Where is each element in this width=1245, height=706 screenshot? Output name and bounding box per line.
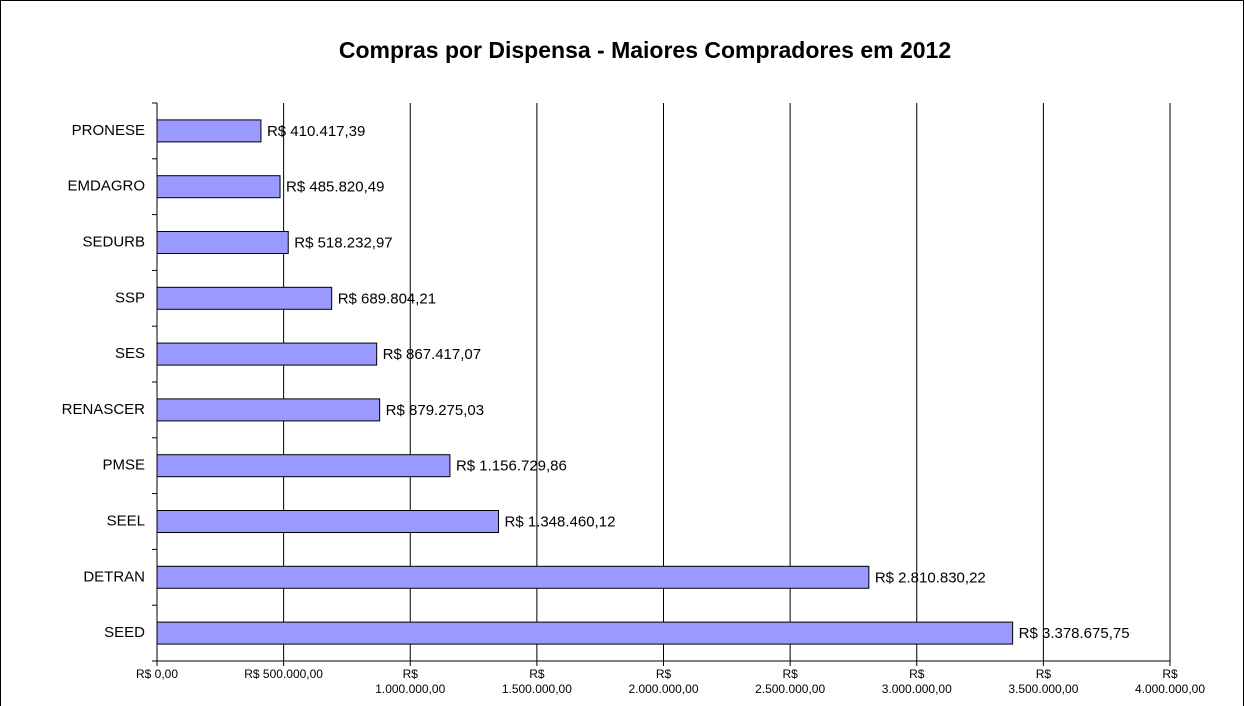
y-tick-label: EMDAGRO <box>67 178 145 195</box>
x-tick-label: R$ 0,00 <box>136 667 178 681</box>
bar <box>156 510 499 533</box>
x-tick-label-line: 2.000.000,00 <box>628 682 698 696</box>
y-tick-label: RENASCER <box>62 401 146 418</box>
value-label: R$ 2.810.830,22 <box>875 569 986 586</box>
x-tick-label-line: 1.000.000,00 <box>375 682 445 696</box>
bar <box>156 175 281 199</box>
y-tick-label: DETRAN <box>83 568 145 585</box>
x-tick-label: R$ 1.000.000,00 <box>375 667 445 696</box>
bar <box>156 565 870 589</box>
bar <box>156 342 378 366</box>
value-label: R$ 485.820,49 <box>286 179 384 196</box>
y-tick-label: PRONESE <box>72 122 145 139</box>
y-tick-label: SEDURB <box>82 233 145 250</box>
x-tick-label-line: 1.500.000,00 <box>502 682 572 696</box>
x-tick-label-line: 2.500.000,00 <box>755 682 825 696</box>
x-tick-label-line: R$ <box>403 667 419 681</box>
y-tick-label: SSP <box>115 289 145 306</box>
bar <box>156 454 451 478</box>
value-label: R$ 867.417,07 <box>383 346 481 363</box>
x-tick-label-line: R$ <box>656 667 672 681</box>
x-tick-label-line: R$ <box>909 667 925 681</box>
x-tick-label-line: R$ <box>529 667 545 681</box>
bar <box>156 286 333 310</box>
x-tick-label-line: 4.000.000,00 <box>1135 682 1205 696</box>
y-tick-label: SES <box>115 345 145 362</box>
chart-title: Compras por Dispensa - Maiores Comprador… <box>339 37 951 63</box>
x-tick-label: R$ 2.500.000,00 <box>755 667 825 696</box>
x-tick-label: R$ 2.000.000,00 <box>628 667 698 696</box>
x-tick-label: R$ 1.500.000,00 <box>502 667 572 696</box>
value-label: R$ 1.156.729,86 <box>456 458 567 475</box>
y-tick-label: SEEL <box>107 512 145 529</box>
bar <box>156 621 1014 645</box>
bar <box>156 119 262 143</box>
value-label: R$ 410.417,39 <box>267 123 365 140</box>
y-tick-label: SEED <box>104 624 145 641</box>
bar <box>156 231 289 254</box>
value-label: R$ 879.275,03 <box>386 402 484 419</box>
x-tick-label-line: R$ <box>1036 667 1052 681</box>
value-label: R$ 1.348.460,12 <box>504 513 615 530</box>
x-tick-label: R$ 3.500.000,00 <box>1008 667 1078 696</box>
value-label: R$ 689.804,21 <box>338 290 436 307</box>
value-label: R$ 3.378.675,75 <box>1019 625 1130 642</box>
x-tick-label: R$ 500.000,00 <box>244 667 323 681</box>
x-tick-label-line: 3.500.000,00 <box>1008 682 1078 696</box>
value-label: R$ 518.232,97 <box>294 234 392 251</box>
x-tick-label-line: R$ <box>1162 667 1178 681</box>
bar <box>156 398 381 422</box>
x-tick-label-line: R$ <box>782 667 798 681</box>
y-tick-label: PMSE <box>102 457 145 474</box>
x-tick-label-line: 3.000.000,00 <box>882 682 952 696</box>
x-tick-label: R$ 4.000.000,00 <box>1135 667 1205 696</box>
x-tick-label: R$ 3.000.000,00 <box>882 667 952 696</box>
